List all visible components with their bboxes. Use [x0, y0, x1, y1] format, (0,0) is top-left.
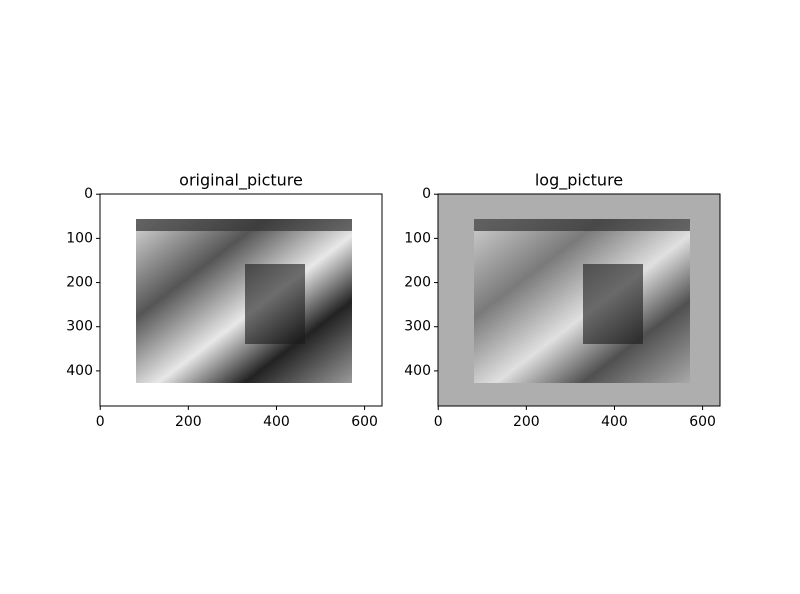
x-tick-label: 600: [689, 414, 716, 430]
y-tick-label: 400: [66, 363, 93, 379]
photo-detail: [136, 219, 352, 231]
photo: [136, 219, 352, 383]
x-tick-label: 600: [351, 414, 378, 430]
photo-detail: [474, 219, 690, 231]
photo-detail: [583, 264, 643, 344]
x-tick-label: 200: [513, 414, 540, 430]
x-tick-label: 0: [434, 414, 443, 430]
subplot: original_picture 0 200 400 600 0 100 200 300 400: [66, 171, 383, 430]
y-tick-label: 100: [66, 230, 93, 246]
y-tick-label: 400: [404, 363, 431, 379]
chart-title: original_picture: [179, 171, 303, 191]
x-tick-label: 200: [175, 414, 202, 430]
axes-frame: [437, 193, 721, 407]
y-tick-label: 200: [404, 275, 431, 291]
chart-title: log_picture: [535, 171, 623, 191]
photo-detail: [245, 264, 305, 344]
y-tick-label: 300: [404, 319, 431, 335]
x-tick-label: 400: [263, 414, 290, 430]
x-tick-label: 0: [96, 414, 105, 430]
axes-frame: [99, 193, 383, 407]
photo: [474, 219, 690, 383]
x-tick-label: 400: [601, 414, 628, 430]
y-tick-label: 200: [66, 275, 93, 291]
y-tick-label: 300: [66, 319, 93, 335]
subplot: log_picture 0 200 400 600 0 100 200 300 400: [404, 171, 721, 430]
y-tick-label: 0: [422, 186, 431, 202]
y-tick-label: 0: [84, 186, 93, 202]
y-tick-label: 100: [404, 230, 431, 246]
